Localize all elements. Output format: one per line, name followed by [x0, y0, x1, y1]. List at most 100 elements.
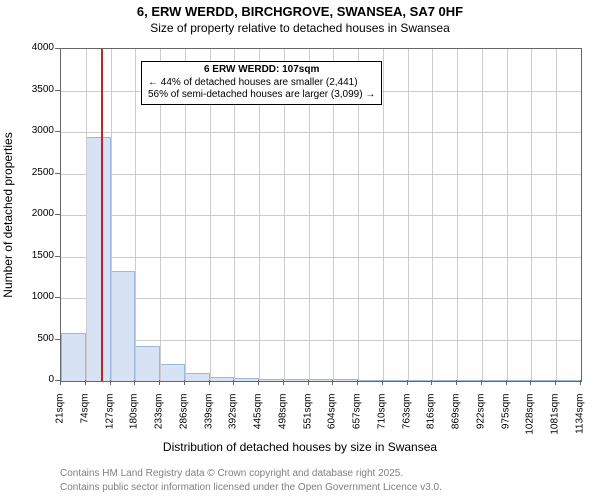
x-tick: [530, 380, 531, 385]
gridline: [135, 49, 136, 381]
y-tick: [55, 214, 60, 215]
marker-line: [101, 49, 103, 381]
y-tick-label: 1500: [14, 250, 54, 261]
x-tick: [580, 380, 581, 385]
annotation-line-1: ← 44% of detached houses are smaller (2,…: [148, 77, 375, 90]
x-tick: [456, 380, 457, 385]
histogram-bar: [383, 380, 408, 381]
x-tick-label: 763sqm: [401, 394, 412, 449]
x-tick: [407, 380, 408, 385]
gridline: [61, 340, 581, 341]
x-tick-label: 180sqm: [129, 394, 140, 449]
y-tick: [55, 339, 60, 340]
x-tick: [283, 380, 284, 385]
x-tick-label: 657sqm: [352, 394, 363, 449]
histogram-bar: [160, 364, 185, 381]
x-tick-label: 922sqm: [475, 394, 486, 449]
histogram-bar: [408, 380, 433, 381]
x-tick: [555, 380, 556, 385]
x-tick-label: 498sqm: [277, 394, 288, 449]
x-tick: [209, 380, 210, 385]
gridline: [457, 49, 458, 381]
y-tick-label: 0: [14, 374, 54, 385]
x-tick-label: 1081sqm: [550, 394, 561, 449]
x-tick-label: 233sqm: [154, 394, 165, 449]
x-tick: [233, 380, 234, 385]
x-tick: [159, 380, 160, 385]
chart-container: 6, ERW WERDD, BIRCHGROVE, SWANSEA, SA7 0…: [0, 0, 600, 500]
gridline: [531, 49, 532, 381]
annotation-title: 6 ERW WERDD: 107sqm: [148, 64, 375, 77]
y-axis-label: Number of detached properties: [1, 49, 15, 381]
gridline: [507, 49, 508, 381]
chart-subtitle: Size of property relative to detached ho…: [0, 21, 600, 35]
gridline: [61, 215, 581, 216]
x-tick-label: 286sqm: [178, 394, 189, 449]
gridline: [61, 257, 581, 258]
annotation-line-2: 56% of semi-detached houses are larger (…: [148, 89, 375, 102]
histogram-bar: [309, 379, 334, 381]
histogram-bar: [556, 380, 581, 381]
x-tick: [60, 380, 61, 385]
histogram-bar: [259, 379, 284, 381]
gridline: [61, 132, 581, 133]
y-tick: [55, 131, 60, 132]
y-tick: [55, 297, 60, 298]
plot-area: 6 ERW WERDD: 107sqm← 44% of detached hou…: [60, 48, 582, 382]
x-tick-label: 975sqm: [500, 394, 511, 449]
footer-line-1: Contains HM Land Registry data © Crown c…: [60, 468, 403, 479]
y-tick-label: 3500: [14, 84, 54, 95]
y-tick: [55, 173, 60, 174]
histogram-bar: [111, 271, 136, 381]
x-tick: [481, 380, 482, 385]
histogram-bar: [61, 333, 86, 381]
x-tick-label: 127sqm: [104, 394, 115, 449]
histogram-bar: [457, 380, 482, 381]
gridline: [111, 49, 112, 381]
y-tick: [55, 256, 60, 257]
x-tick: [134, 380, 135, 385]
histogram-bar: [210, 377, 235, 381]
histogram-bar: [333, 379, 358, 381]
x-tick-label: 869sqm: [451, 394, 462, 449]
y-tick-label: 4000: [14, 42, 54, 53]
y-tick: [55, 90, 60, 91]
x-tick-label: 816sqm: [426, 394, 437, 449]
x-tick: [357, 380, 358, 385]
x-tick-label: 392sqm: [228, 394, 239, 449]
x-tick-label: 1134sqm: [575, 394, 586, 449]
histogram-bar: [185, 373, 210, 381]
histogram-bar: [531, 380, 556, 381]
y-tick-label: 2000: [14, 208, 54, 219]
y-tick: [55, 48, 60, 49]
x-tick-label: 339sqm: [203, 394, 214, 449]
gridline: [408, 49, 409, 381]
histogram-bar: [482, 380, 507, 381]
histogram-bar: [284, 379, 309, 381]
x-tick: [184, 380, 185, 385]
y-tick-label: 500: [14, 333, 54, 344]
x-tick-label: 445sqm: [253, 394, 264, 449]
gridline: [482, 49, 483, 381]
histogram-bar: [86, 137, 111, 381]
annotation-box: 6 ERW WERDD: 107sqm← 44% of detached hou…: [141, 61, 382, 105]
gridline: [61, 174, 581, 175]
x-tick: [308, 380, 309, 385]
histogram-bar: [507, 380, 532, 381]
x-tick-label: 74sqm: [79, 394, 90, 449]
gridline: [432, 49, 433, 381]
footer-line-2: Contains public sector information licen…: [60, 482, 442, 493]
x-tick-label: 21sqm: [55, 394, 66, 449]
gridline: [383, 49, 384, 381]
x-tick-label: 710sqm: [376, 394, 387, 449]
histogram-bar: [358, 380, 383, 381]
y-tick-label: 2500: [14, 167, 54, 178]
x-tick: [258, 380, 259, 385]
x-tick: [332, 380, 333, 385]
x-tick: [382, 380, 383, 385]
histogram-bar: [234, 378, 259, 381]
x-tick-label: 1028sqm: [525, 394, 536, 449]
x-tick-label: 604sqm: [327, 394, 338, 449]
x-tick: [431, 380, 432, 385]
x-tick: [506, 380, 507, 385]
